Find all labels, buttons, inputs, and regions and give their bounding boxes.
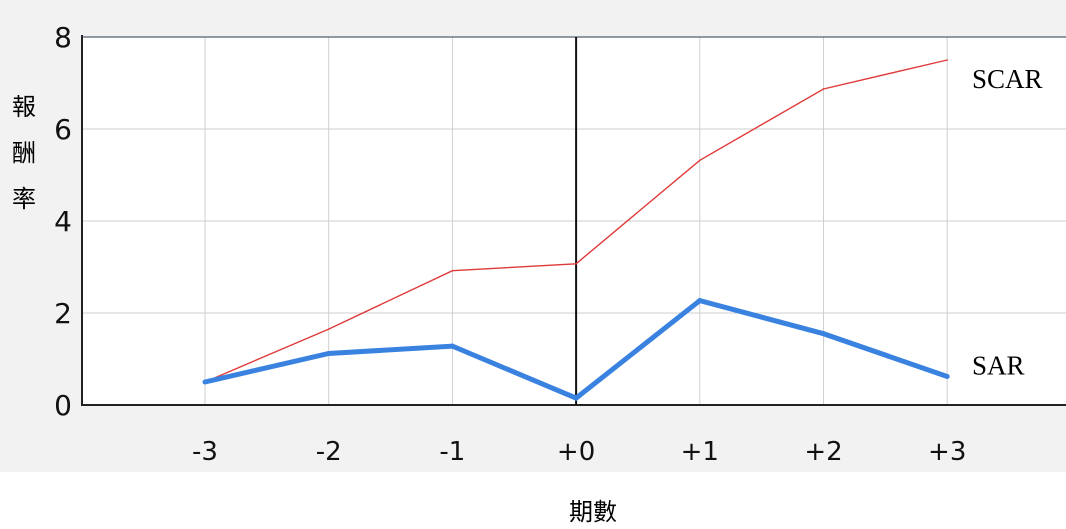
y-axis-title-char: 報 <box>12 93 36 121</box>
x-tick-label: -2 <box>316 437 342 467</box>
y-tick-label: 6 <box>54 113 72 146</box>
x-tick-label: +1 <box>681 437 719 467</box>
y-axis-title-char: 酬 <box>12 139 36 167</box>
tick-labels: SCAR SAR 0 2 4 6 8 -3 -2 -1 +0 +1 +2 +3 <box>54 21 1042 467</box>
data-point-sar <box>326 350 332 356</box>
data-point-scar <box>327 328 330 330</box>
series-label-sar: SAR <box>972 350 1025 380</box>
data-point-sar <box>821 331 826 337</box>
data-point-scar <box>822 88 825 90</box>
data-point-sar <box>697 298 703 304</box>
x-tick-label: +2 <box>804 437 842 467</box>
y-axis-title-char: 率 <box>12 185 36 213</box>
x-tick-label: -3 <box>192 437 218 467</box>
data-point-sar <box>944 373 950 379</box>
y-tick-label: 8 <box>54 21 72 54</box>
x-tick-label: +0 <box>557 437 595 467</box>
series-lines <box>202 59 950 401</box>
data-point-scar <box>699 159 701 162</box>
x-tick-label: -1 <box>439 437 465 467</box>
x-tick-label: +3 <box>928 437 966 467</box>
data-point-sar <box>449 343 455 349</box>
y-tick-label: 0 <box>54 389 72 422</box>
axes <box>81 35 1066 406</box>
y-tick-label: 4 <box>54 205 72 238</box>
y-tick-label: 2 <box>54 297 72 330</box>
x-axis-title: 期數 <box>569 498 617 526</box>
data-point-sar <box>573 395 579 401</box>
data-point-sar <box>202 379 208 385</box>
data-point-scar <box>946 59 948 61</box>
series-label-scar: SCAR <box>972 64 1043 94</box>
data-point-scar <box>451 269 454 272</box>
data-point-scar <box>575 262 577 265</box>
